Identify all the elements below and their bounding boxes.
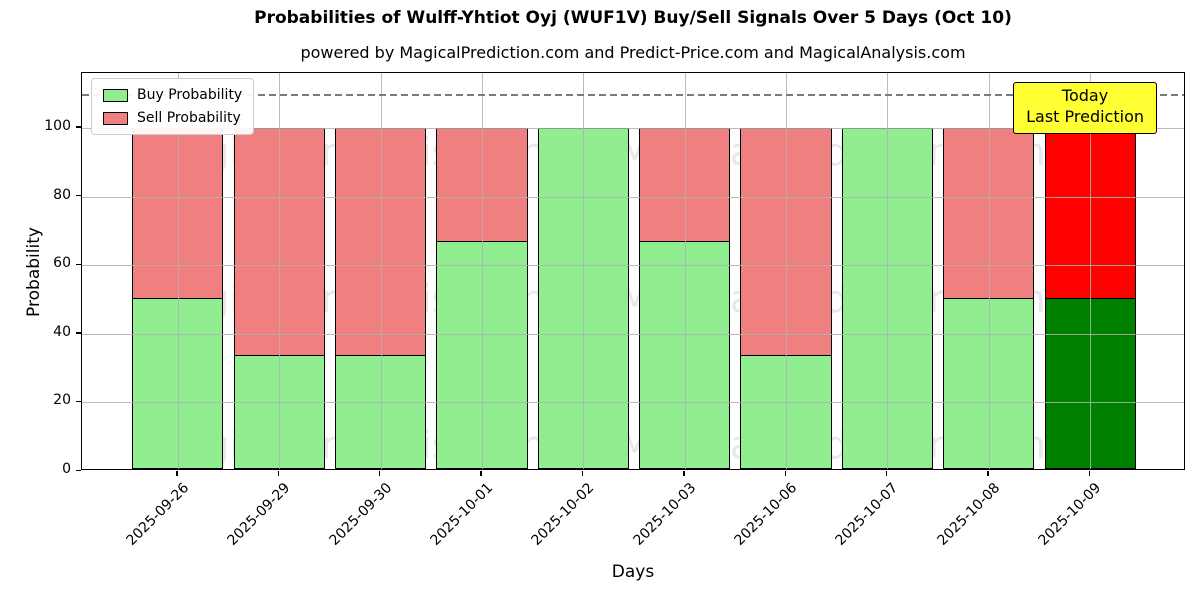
x-tick-mark bbox=[1088, 471, 1091, 476]
y-tick-mark bbox=[76, 332, 81, 334]
bar-segment-buy bbox=[233, 355, 325, 469]
legend: Buy Probability Sell Probability bbox=[91, 78, 255, 135]
x-tick-label: 2025-09-26 bbox=[123, 480, 193, 549]
legend-label-buy: Buy Probability bbox=[137, 87, 243, 103]
v-gridline bbox=[887, 73, 889, 469]
x-tick-mark bbox=[480, 471, 482, 476]
x-tick-mark bbox=[176, 471, 178, 476]
legend-item-sell: Sell Probability bbox=[103, 110, 242, 126]
v-gridline bbox=[279, 73, 281, 469]
x-tick-label: 2025-10-08 bbox=[934, 480, 1004, 549]
bar-segment-buy bbox=[639, 241, 731, 469]
bar-group-2025-09-29 bbox=[233, 73, 325, 469]
v-gridline bbox=[177, 73, 179, 469]
h-gridline bbox=[82, 333, 1184, 335]
y-tick-mark bbox=[76, 400, 81, 403]
y-tick-mark bbox=[76, 126, 81, 128]
y-tick-label: 80 bbox=[53, 186, 71, 203]
x-tick-label: 2025-10-01 bbox=[427, 480, 497, 549]
h-gridline bbox=[82, 196, 1184, 198]
y-tick-mark bbox=[76, 263, 81, 266]
y-axis-label: Probability bbox=[24, 227, 44, 317]
plot-area: MagicalAnalysis.comMagicalPrediction.com… bbox=[81, 72, 1185, 470]
x-tick-label: 2025-10-06 bbox=[731, 480, 801, 549]
legend-label-sell: Sell Probability bbox=[137, 110, 241, 126]
annotation-line-2: Last Prediction bbox=[1026, 106, 1144, 126]
x-tick-mark bbox=[987, 471, 989, 476]
x-tick-label: 2025-10-02 bbox=[528, 480, 598, 549]
chart-title: Probabilities of Wulff-Yhtiot Oyj (WUF1V… bbox=[254, 8, 1012, 28]
v-gridline bbox=[988, 73, 990, 469]
grid-layer bbox=[82, 73, 1184, 469]
bar-segment-buy bbox=[334, 355, 427, 469]
x-tick-mark bbox=[581, 471, 584, 476]
sell-swatch-icon bbox=[103, 111, 128, 125]
y-tick-mark bbox=[76, 195, 81, 197]
x-tick-mark bbox=[379, 471, 381, 476]
bar-group-2025-10-03 bbox=[639, 73, 731, 469]
y-tick-mark bbox=[76, 469, 81, 471]
bar-group-2025-10-07 bbox=[841, 73, 934, 469]
y-tick-label: 40 bbox=[53, 323, 71, 340]
annotation-line-1: Today bbox=[1061, 86, 1109, 105]
bar-group-2025-09-26 bbox=[132, 73, 224, 469]
bar-segment-sell bbox=[740, 127, 832, 356]
v-gridline bbox=[481, 73, 483, 469]
x-tick-mark bbox=[683, 471, 685, 476]
y-tick-label: 0 bbox=[62, 461, 71, 477]
y-tick-label: 60 bbox=[53, 255, 71, 272]
bar-segment-buy bbox=[740, 355, 832, 469]
bar-segment-buy bbox=[841, 127, 934, 469]
x-tick-mark bbox=[784, 471, 786, 476]
x-tick-label: 2025-10-03 bbox=[630, 480, 700, 549]
bar-segment-sell bbox=[233, 127, 325, 356]
x-tick-label: 2025-09-29 bbox=[224, 480, 294, 549]
x-tick-label: 2025-10-09 bbox=[1035, 480, 1105, 549]
y-tick-label: 100 bbox=[44, 117, 71, 134]
x-axis-label: Days bbox=[611, 562, 655, 582]
x-tick-label: 2025-09-30 bbox=[326, 480, 395, 549]
v-gridline bbox=[583, 73, 585, 469]
bar-segment-buy bbox=[132, 298, 224, 469]
v-gridline bbox=[380, 73, 382, 469]
h-gridline bbox=[82, 127, 1184, 129]
bar-segment-sell bbox=[943, 127, 1035, 299]
h-gridline bbox=[82, 402, 1184, 404]
bars-layer bbox=[82, 73, 1184, 469]
today-annotation: Today Last Prediction bbox=[1013, 82, 1157, 134]
v-gridline bbox=[786, 73, 788, 469]
chart-subtitle: powered by MagicalPrediction.com and Pre… bbox=[300, 43, 966, 62]
y-tick-label: 20 bbox=[53, 392, 71, 409]
bar-segment-sell bbox=[639, 127, 731, 242]
v-gridline bbox=[684, 73, 686, 469]
legend-item-buy: Buy Probability bbox=[103, 87, 242, 103]
bar-segment-buy bbox=[943, 298, 1035, 469]
bar-segment-sell bbox=[132, 127, 224, 299]
v-gridline bbox=[1090, 73, 1092, 469]
buy-swatch-icon bbox=[103, 88, 128, 102]
h-gridline bbox=[82, 265, 1184, 267]
bar-group-2025-10-06 bbox=[740, 73, 832, 469]
x-tick-label: 2025-10-07 bbox=[832, 480, 902, 549]
x-tick-mark bbox=[277, 471, 280, 476]
threshold-dashed-line bbox=[82, 93, 1184, 96]
x-tick-mark bbox=[885, 471, 888, 476]
bar-group-2025-10-08 bbox=[943, 73, 1035, 469]
